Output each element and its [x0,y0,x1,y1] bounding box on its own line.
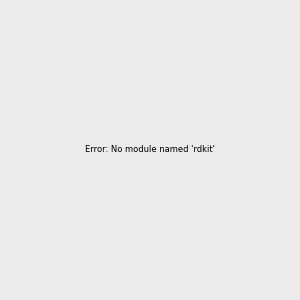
Text: Error: No module named 'rdkit': Error: No module named 'rdkit' [85,146,215,154]
